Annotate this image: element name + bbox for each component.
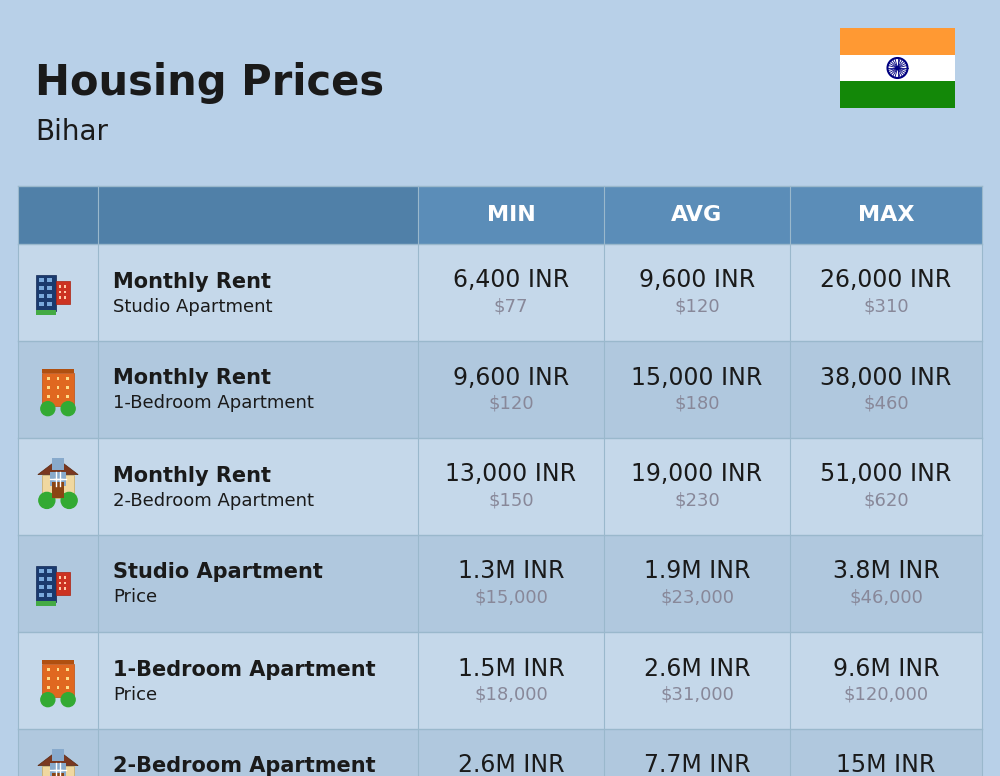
FancyBboxPatch shape	[18, 535, 982, 632]
FancyBboxPatch shape	[64, 285, 66, 288]
FancyBboxPatch shape	[47, 286, 52, 289]
FancyBboxPatch shape	[47, 386, 50, 389]
Text: $120: $120	[674, 297, 720, 316]
FancyBboxPatch shape	[50, 764, 62, 776]
FancyBboxPatch shape	[840, 28, 955, 54]
FancyBboxPatch shape	[59, 587, 61, 591]
FancyBboxPatch shape	[59, 290, 61, 293]
Text: 1-Bedroom Apartment: 1-Bedroom Apartment	[113, 394, 314, 413]
Text: $180: $180	[674, 394, 720, 413]
FancyBboxPatch shape	[50, 473, 62, 487]
Circle shape	[39, 493, 55, 508]
FancyBboxPatch shape	[18, 244, 982, 341]
FancyBboxPatch shape	[47, 302, 52, 306]
Text: 6,400 INR: 6,400 INR	[453, 268, 569, 293]
FancyBboxPatch shape	[39, 584, 44, 588]
FancyBboxPatch shape	[18, 186, 418, 244]
Text: $120: $120	[488, 394, 534, 413]
Text: $31,000: $31,000	[660, 685, 734, 704]
Circle shape	[896, 67, 899, 70]
FancyBboxPatch shape	[39, 286, 44, 289]
FancyBboxPatch shape	[52, 774, 64, 776]
FancyBboxPatch shape	[59, 581, 61, 584]
Text: 26,000 INR: 26,000 INR	[820, 268, 952, 293]
FancyBboxPatch shape	[57, 377, 59, 380]
FancyBboxPatch shape	[59, 576, 61, 579]
Text: 1.5M INR: 1.5M INR	[458, 656, 564, 681]
FancyBboxPatch shape	[39, 293, 44, 297]
Text: 15,000 INR: 15,000 INR	[631, 365, 763, 390]
Circle shape	[41, 693, 55, 707]
FancyBboxPatch shape	[66, 677, 69, 680]
FancyBboxPatch shape	[47, 569, 52, 573]
Text: $77: $77	[494, 297, 528, 316]
Text: Monthly Rent: Monthly Rent	[113, 466, 271, 486]
Text: $150: $150	[488, 491, 534, 510]
Text: 9.6M INR: 9.6M INR	[833, 656, 939, 681]
Text: $230: $230	[674, 491, 720, 510]
Text: 9,600 INR: 9,600 INR	[639, 268, 755, 293]
Text: 2-Bedroom Apartment: 2-Bedroom Apartment	[113, 491, 314, 510]
FancyBboxPatch shape	[39, 577, 44, 580]
Text: Studio Apartment: Studio Apartment	[113, 297, 272, 316]
FancyBboxPatch shape	[57, 686, 59, 688]
Circle shape	[41, 402, 55, 416]
FancyBboxPatch shape	[47, 395, 50, 397]
Circle shape	[61, 493, 77, 508]
FancyBboxPatch shape	[36, 566, 56, 601]
Text: $120,000: $120,000	[843, 685, 929, 704]
FancyBboxPatch shape	[56, 572, 70, 595]
Text: 7.7M INR: 7.7M INR	[644, 753, 750, 776]
FancyBboxPatch shape	[36, 601, 56, 605]
FancyBboxPatch shape	[47, 593, 52, 597]
FancyBboxPatch shape	[64, 576, 66, 579]
Text: Bihar: Bihar	[35, 118, 108, 146]
FancyBboxPatch shape	[64, 581, 66, 584]
Text: Housing Prices: Housing Prices	[35, 62, 384, 104]
Polygon shape	[38, 750, 78, 766]
FancyBboxPatch shape	[64, 587, 66, 591]
Text: AVG: AVG	[671, 205, 723, 225]
FancyBboxPatch shape	[840, 54, 955, 81]
Text: 9,600 INR: 9,600 INR	[453, 365, 569, 390]
FancyBboxPatch shape	[52, 458, 64, 469]
FancyBboxPatch shape	[42, 766, 74, 776]
Text: 19,000 INR: 19,000 INR	[631, 462, 763, 487]
Text: 13,000 INR: 13,000 INR	[445, 462, 577, 487]
FancyBboxPatch shape	[47, 668, 50, 671]
FancyBboxPatch shape	[47, 377, 50, 380]
FancyBboxPatch shape	[52, 483, 64, 498]
FancyBboxPatch shape	[59, 296, 61, 300]
FancyBboxPatch shape	[64, 290, 66, 293]
Circle shape	[61, 402, 75, 416]
Text: 1-Bedroom Apartment: 1-Bedroom Apartment	[113, 660, 376, 680]
FancyBboxPatch shape	[840, 81, 955, 108]
FancyBboxPatch shape	[47, 278, 52, 282]
FancyBboxPatch shape	[39, 569, 44, 573]
FancyBboxPatch shape	[56, 281, 70, 304]
Text: Monthly Rent: Monthly Rent	[113, 369, 271, 389]
Text: Studio Apartment: Studio Apartment	[113, 563, 323, 583]
FancyBboxPatch shape	[18, 438, 982, 535]
Circle shape	[61, 693, 75, 707]
FancyBboxPatch shape	[418, 186, 982, 244]
Text: 1.9M INR: 1.9M INR	[644, 559, 750, 584]
FancyBboxPatch shape	[57, 668, 59, 671]
Text: 2.6M INR: 2.6M INR	[644, 656, 750, 681]
FancyBboxPatch shape	[52, 749, 64, 760]
FancyBboxPatch shape	[47, 686, 50, 688]
FancyBboxPatch shape	[36, 310, 56, 314]
FancyBboxPatch shape	[64, 296, 66, 300]
FancyBboxPatch shape	[42, 475, 74, 498]
FancyBboxPatch shape	[66, 668, 69, 671]
Text: Price: Price	[113, 685, 157, 704]
FancyBboxPatch shape	[54, 764, 66, 776]
FancyBboxPatch shape	[66, 386, 69, 389]
FancyBboxPatch shape	[39, 593, 44, 597]
Text: $460: $460	[863, 394, 909, 413]
Text: MAX: MAX	[858, 205, 914, 225]
Text: MIN: MIN	[487, 205, 535, 225]
FancyBboxPatch shape	[47, 293, 52, 297]
FancyBboxPatch shape	[54, 473, 66, 487]
